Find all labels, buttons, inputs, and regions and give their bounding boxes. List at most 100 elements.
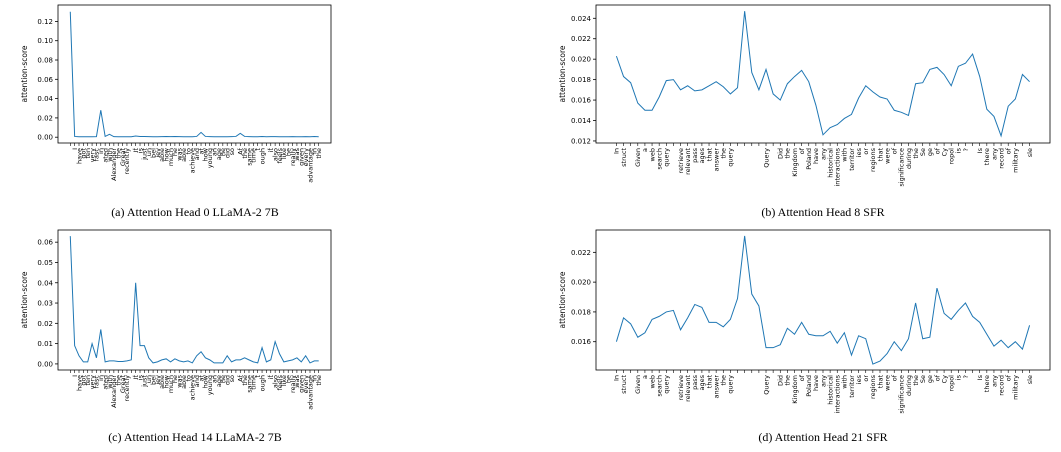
x-tick-label: he xyxy=(219,375,227,383)
x-tick-label: Cy xyxy=(940,375,948,384)
x-tick-label: . xyxy=(128,375,136,377)
x-tick-label: sle xyxy=(1026,375,1034,384)
x-tick-label: ge xyxy=(926,375,934,383)
x-tick-label: query xyxy=(727,148,735,167)
x-tick-label: ough xyxy=(258,375,266,391)
x-tick-label: the xyxy=(241,148,249,159)
x-tick-label: in xyxy=(97,375,105,381)
x-tick-label: territor xyxy=(848,148,856,171)
x-tick-label: have xyxy=(75,375,83,391)
x-tick-label: how xyxy=(162,147,170,161)
x-tick-label: Is xyxy=(976,374,984,380)
x-tick-label: ages xyxy=(698,147,706,163)
x-tick-label: In xyxy=(613,375,621,381)
x-tick-label: also xyxy=(271,375,279,388)
x-tick-label: were xyxy=(883,375,891,391)
x-tick-label: given xyxy=(298,375,306,393)
x-tick-label: any xyxy=(819,148,827,160)
x-tick-label: Cy xyxy=(940,148,948,157)
x-tick-label: the xyxy=(241,375,249,386)
caption: (a) Attention Head 0 LLaMA-2 7B xyxy=(111,205,279,219)
x-tick-label: is xyxy=(955,374,963,380)
y-tick-label: 0.016 xyxy=(571,338,592,346)
x-tick-label: ten xyxy=(84,148,92,159)
x-tick-label: of xyxy=(1005,374,1013,381)
x-tick-label: ies xyxy=(855,147,863,157)
x-tick-label: Query xyxy=(762,375,770,395)
x-tick-label: of xyxy=(798,147,806,154)
line-series xyxy=(69,236,319,364)
y-tick-label: 0.12 xyxy=(37,18,53,26)
x-tick-label: how xyxy=(202,374,210,388)
x-tick-label: during xyxy=(905,375,913,396)
x-tick-label: feels xyxy=(276,374,284,390)
y-tick-label: 0.06 xyxy=(37,76,53,84)
x-tick-label: the xyxy=(784,148,792,159)
x-tick-label: an xyxy=(210,148,218,156)
x-tick-label: that xyxy=(876,148,884,162)
x-tick-label: to xyxy=(184,375,192,382)
x-tick-label: Poland xyxy=(805,148,813,170)
x-tick-label: there xyxy=(983,148,991,165)
plot-frame xyxy=(595,4,1051,144)
x-tick-label: ated xyxy=(101,375,109,390)
x-tick-label: struct xyxy=(620,148,628,167)
plot-frame xyxy=(57,4,332,144)
x-tick-label: answer xyxy=(712,375,720,399)
x-tick-label: At xyxy=(237,148,245,155)
x-tick-label: during xyxy=(905,148,913,169)
x-tick-label: with xyxy=(106,148,114,162)
x-tick-label: there xyxy=(983,375,991,392)
x-tick-label: how xyxy=(202,147,210,161)
x-tick-label: with xyxy=(841,148,849,162)
x-tick-label: how xyxy=(162,374,170,388)
x-tick-label: historical xyxy=(826,148,834,178)
x-tick-label: was xyxy=(176,374,184,387)
x-tick-label: Is xyxy=(976,147,984,153)
x-tick-label: any xyxy=(990,148,998,160)
x-tick-label: just xyxy=(141,148,149,161)
x-tick-label: very xyxy=(88,375,96,390)
x-tick-label: able xyxy=(158,148,166,162)
y-tick-label: 0.020 xyxy=(571,56,591,64)
x-tick-label: web xyxy=(648,148,656,161)
y-tick-label: 0.10 xyxy=(37,37,53,45)
x-tick-label: At xyxy=(237,375,245,382)
x-tick-label: historical xyxy=(826,375,834,405)
x-tick-label: regions xyxy=(869,374,877,399)
x-tick-label: Se xyxy=(919,148,927,156)
x-tick-label: were xyxy=(883,148,891,164)
x-tick-label: the xyxy=(720,148,728,159)
y-tick-label: 0.06 xyxy=(37,239,53,247)
x-tick-label: the xyxy=(912,148,920,159)
x-tick-label: search xyxy=(655,148,663,170)
y-tick-label: 0.016 xyxy=(571,97,592,105)
plot-frame xyxy=(595,229,1051,371)
x-tick-label: un xyxy=(145,375,153,383)
x-tick-label: the xyxy=(115,375,123,386)
x-tick-label: Did xyxy=(777,148,785,159)
x-tick-label: I xyxy=(71,375,79,377)
x-tick-label: advantage xyxy=(306,148,314,183)
x-tick-label: with xyxy=(841,375,849,389)
y-tick-label: 0.022 xyxy=(571,249,591,257)
x-tick-label: query xyxy=(727,375,735,394)
y-tick-label: 0.022 xyxy=(571,35,591,43)
x-tick-label: he xyxy=(219,148,227,156)
x-tick-label: any xyxy=(990,375,998,387)
x-tick-label: achieve xyxy=(189,148,197,173)
x-tick-label: It xyxy=(132,375,140,380)
x-tick-label: able xyxy=(158,375,166,389)
x-tick-label: was xyxy=(176,147,184,160)
line-series xyxy=(69,11,319,138)
x-tick-label: like xyxy=(280,148,288,159)
x-tick-label: have xyxy=(75,148,83,164)
line-series xyxy=(615,11,1030,138)
x-tick-label: of xyxy=(891,147,899,154)
x-tick-label: iev xyxy=(154,148,162,158)
x-tick-label: Given xyxy=(634,375,642,394)
y-tick-label: 0.01 xyxy=(37,340,53,348)
x-tick-label: . xyxy=(128,148,136,150)
x-tick-label: record xyxy=(997,375,1005,396)
